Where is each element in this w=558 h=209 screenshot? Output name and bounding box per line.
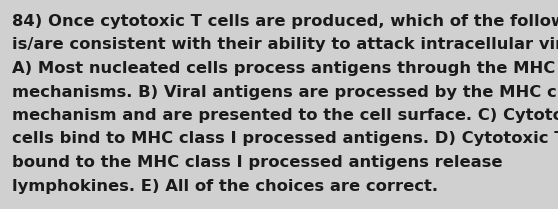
- Text: 84) Once cytotoxic T cells are produced, which of the following: 84) Once cytotoxic T cells are produced,…: [12, 14, 558, 29]
- Text: is/are consistent with their ability to attack intracellular viruses?: is/are consistent with their ability to …: [12, 37, 558, 52]
- Text: cells bind to MHC class I processed antigens. D) Cytotoxic T cells: cells bind to MHC class I processed anti…: [12, 131, 558, 147]
- Text: lymphokines. E) All of the choices are correct.: lymphokines. E) All of the choices are c…: [12, 178, 438, 194]
- Text: bound to the MHC class I processed antigens release: bound to the MHC class I processed antig…: [12, 155, 503, 170]
- Text: mechanism and are presented to the cell surface. C) Cytotoxic T: mechanism and are presented to the cell …: [12, 108, 558, 123]
- Text: A) Most nucleated cells process antigens through the MHC class I: A) Most nucleated cells process antigens…: [12, 61, 558, 76]
- Text: mechanisms. B) Viral antigens are processed by the MHC class I: mechanisms. B) Viral antigens are proces…: [12, 84, 558, 99]
